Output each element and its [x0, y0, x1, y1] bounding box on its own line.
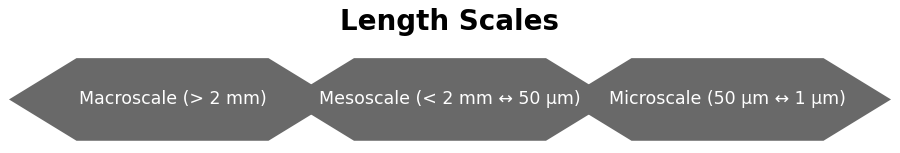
Text: Microscale (50 μm ↔ 1 μm): Microscale (50 μm ↔ 1 μm) — [609, 90, 846, 108]
Text: Length Scales: Length Scales — [340, 8, 560, 36]
Polygon shape — [564, 58, 891, 141]
Polygon shape — [9, 58, 336, 141]
Polygon shape — [286, 58, 614, 141]
Text: Mesoscale (< 2 mm ↔ 50 μm): Mesoscale (< 2 mm ↔ 50 μm) — [320, 90, 580, 108]
Text: Macroscale (> 2 mm): Macroscale (> 2 mm) — [78, 90, 266, 108]
